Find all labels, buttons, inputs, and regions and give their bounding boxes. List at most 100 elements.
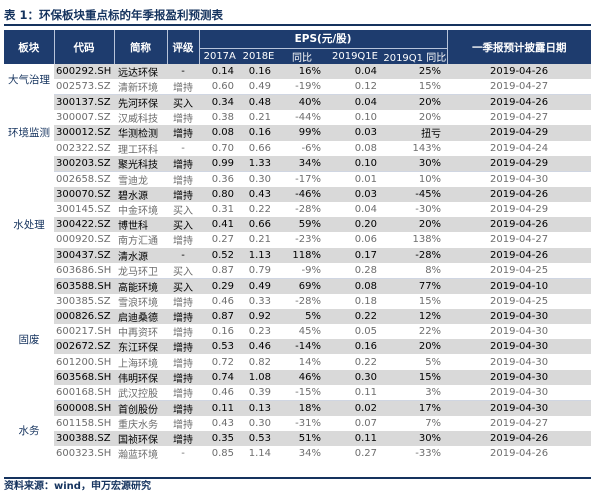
- q1-yoy-cell: 15%: [418, 295, 442, 307]
- table-row: 300007.SZ 汉威科技 增持 0.38 0.21 -44% 0.10 20% 2019-0…: [4, 110, 591, 125]
- disclosure-date-cell: 2019-04-30: [490, 386, 549, 398]
- disclosure-date-cell: 2019-04-26: [447, 217, 592, 233]
- table-row: 300070.SZ 碧水源 增持 0.80 0.43 -46% 0.03 -45% 2019-0…: [4, 186, 592, 202]
- disclosure-date-cell: 2019-04-30: [447, 308, 592, 325]
- stock-code-cell: 601200.SH: [56, 356, 112, 368]
- stock-name-cell: 聚光科技: [114, 155, 167, 172]
- q1-yoy-cell: 7%: [425, 417, 442, 429]
- header-2019q1e: 2019Q1E: [327, 48, 383, 64]
- rating-cell: -: [181, 448, 185, 460]
- table-row: 固废 603588.SH 高能环境 买入 0.29 0.49 69% 0.08 77% 2019-…: [4, 277, 592, 401]
- table-row: 002573.SZ 清新环境 增持 0.60 0.49 -19% 0.12 15% 2019-0…: [4, 79, 591, 95]
- eps-2018e-cell: 1.08: [240, 369, 277, 385]
- stock-name-cell: 中金环境: [118, 206, 158, 218]
- rating-cell: -: [167, 64, 199, 80]
- eps-2018e-cell: 0.33: [248, 295, 271, 307]
- rating-cell: 买入: [173, 206, 193, 218]
- stock-name-cell: 清水源: [114, 247, 167, 263]
- eps-yoy-cell: 16%: [277, 64, 327, 80]
- eps-2018e-cell: 1.33: [240, 155, 277, 172]
- eps-yoy-cell: 69%: [277, 277, 327, 294]
- table-title: 表 1：环保板块重点标的年季报盈利预测表: [4, 4, 591, 26]
- table-row: 300388.SZ 国祯环保 增持 0.35 0.53 51% 0.11 30% 2019-04…: [4, 431, 592, 447]
- q1-yoy-cell: 138%: [412, 234, 442, 246]
- eps-2017a-cell: 0.27: [211, 234, 234, 246]
- header-eps-2018e: 2018E: [240, 48, 277, 64]
- disclosure-date-cell: 2019-04-29: [447, 155, 592, 172]
- stock-name-cell: 龙马环卫: [118, 266, 158, 278]
- disclosure-date-cell: 2019-04-10: [447, 277, 592, 294]
- eps-2019q1e-cell: 0.17: [327, 247, 383, 263]
- eps-2017a-cell: 0.34: [199, 94, 240, 111]
- eps-2017a-cell: 0.52: [199, 247, 240, 263]
- disclosure-date-cell: 2019-04-30: [447, 399, 592, 416]
- disclosure-date-cell: 2019-04-30: [490, 356, 549, 368]
- stock-name-cell: 首创股份: [114, 399, 167, 416]
- eps-2017a-cell: 0.41: [199, 217, 240, 233]
- eps-yoy-cell: 45%: [298, 326, 321, 338]
- stock-code-cell: 002573.SZ: [56, 81, 111, 93]
- q1-yoy-cell: -45%: [383, 186, 448, 202]
- disclosure-date-cell: 2019-04-26: [490, 448, 549, 460]
- eps-2018e-cell: 0.16: [240, 64, 277, 80]
- stock-name-cell: 雪浪环境: [118, 297, 158, 309]
- rating-cell: 增持: [167, 186, 199, 202]
- eps-yoy-cell: 118%: [277, 247, 327, 263]
- table-row: 300012.SZ 华测检测 增持 0.08 0.16 99% 0.03 扭亏 2019-04-…: [4, 125, 592, 141]
- eps-2017a-cell: 0.38: [211, 112, 234, 124]
- table-row: 000920.SZ 南方汇通 增持 0.27 0.21 -23% 0.06 138% 2019-…: [4, 232, 591, 247]
- eps-2019q1e-cell: 0.27: [354, 448, 377, 460]
- eps-2019q1e-cell: 0.02: [327, 399, 383, 416]
- q1-yoy-cell: 143%: [412, 142, 442, 154]
- q1-yoy-cell: 30%: [383, 431, 448, 447]
- rating-cell: 增持: [167, 369, 199, 385]
- header-yoy: 同比: [277, 48, 327, 64]
- rating-cell: 增持: [167, 339, 199, 355]
- eps-2019q1e-cell: 0.22: [354, 356, 377, 368]
- stock-code-cell: 300007.SZ: [56, 112, 111, 124]
- rating-cell: 增持: [173, 83, 193, 95]
- stock-name-cell: 理工环科: [118, 144, 158, 156]
- q1-yoy-cell: 20%: [418, 112, 442, 124]
- table-row: 300385.SZ 雪浪环境 增持 0.46 0.33 -28% 0.18 15% 2019-0…: [4, 294, 591, 309]
- stock-code-cell: 600323.SH: [56, 448, 112, 460]
- eps-yoy-cell: -44%: [295, 112, 321, 124]
- stock-name-cell: 启迪桑德: [114, 308, 167, 325]
- stock-name-cell: 南方汇通: [118, 236, 158, 248]
- eps-2019q1e-cell: 0.16: [327, 339, 383, 355]
- q1-yoy-cell: 5%: [425, 356, 442, 368]
- disclosure-date-cell: 2019-04-30: [447, 369, 592, 385]
- eps-2018e-cell: 0.39: [248, 386, 271, 398]
- disclosure-date-cell: 2019-04-30: [447, 170, 592, 187]
- table-row: 300422.SZ 博世科 买入 0.41 0.66 59% 0.20 20% 2019-04-…: [4, 217, 592, 233]
- q1-yoy-cell: 15%: [418, 81, 442, 93]
- eps-yoy-cell: -17%: [277, 170, 327, 187]
- stock-name-cell: 华测检测: [114, 125, 167, 141]
- eps-2017a-cell: 0.74: [199, 369, 240, 385]
- eps-2017a-cell: 0.14: [199, 64, 240, 80]
- rating-cell: 增持: [173, 358, 193, 370]
- eps-2018e-cell: 0.30: [240, 170, 277, 187]
- source-note: 资料来源：wind，申万宏源研究: [4, 477, 591, 495]
- header-eps-group: EPS(元/股): [199, 30, 448, 49]
- eps-2017a-cell: 0.46: [211, 386, 234, 398]
- rating-cell: 增持: [173, 114, 193, 126]
- eps-2018e-cell: 0.23: [248, 326, 271, 338]
- eps-2017a-cell: 0.70: [211, 142, 234, 154]
- eps-2017a-cell: 0.36: [199, 170, 240, 187]
- eps-2017a-cell: 0.43: [211, 417, 234, 429]
- eps-2019q1e-cell: 0.10: [354, 112, 377, 124]
- eps-2019q1e-cell: 0.07: [354, 417, 377, 429]
- table-row: 水务 600008.SH 首创股份 增持 0.11 0.13 18% 0.02 17% 2019-…: [4, 399, 592, 462]
- q1-yoy-cell: 20%: [383, 217, 448, 233]
- stock-code-cell: 300137.SZ: [54, 94, 114, 111]
- table-row: 大气治理 600292.SH 远达环保 -0.14 0.16 16% 0.04 25% 2019…: [4, 64, 592, 96]
- disclosure-date-cell: 2019-04-27: [490, 417, 549, 429]
- eps-2017a-cell: 0.46: [211, 295, 234, 307]
- stock-code-cell: 603588.SH: [54, 277, 114, 294]
- eps-2018e-cell: 0.48: [240, 94, 277, 111]
- eps-yoy-cell: 14%: [298, 356, 321, 368]
- disclosure-date-cell: 2019-04-29: [490, 204, 549, 216]
- stock-name-cell: 博世科: [114, 217, 167, 233]
- eps-2019q1e-cell: 0.03: [327, 186, 383, 202]
